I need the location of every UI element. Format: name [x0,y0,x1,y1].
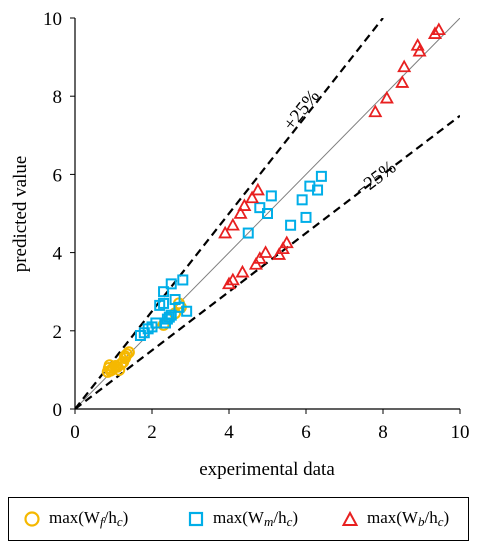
point-square-23 [300,211,312,223]
point-square-12 [158,286,170,298]
minus-25-percent-label: −25% [351,157,400,201]
x-tick-label-3: 6 [301,422,311,443]
x-tick-label-2: 4 [224,422,234,443]
point-triangle-1 [225,217,240,231]
point-triangle-20 [412,43,427,57]
x-tick-label-4: 8 [378,422,388,443]
point-triangle-3 [237,198,252,211]
legend-entry-wb: max(Wb/hc) [341,498,449,540]
point-triangle-11 [258,245,273,258]
point-triangle-16 [379,90,394,104]
reference-lines [75,18,460,409]
data-points [101,22,446,378]
point-square-9 [163,311,175,323]
tick-labels: 0 2 4 6 8 10 0 2 4 6 8 10 [43,9,470,443]
point-square-26 [315,170,327,182]
legend-label-wf: max(Wf/hc) [49,508,129,529]
legend-entry-wm: max(Wm/hc) [187,498,298,540]
point-square-22 [296,194,308,206]
point-square-18 [254,202,266,214]
point-square-17 [242,227,254,239]
reference-line-0 [75,18,460,409]
reference-line-1 [75,18,384,409]
point-triangle-14 [279,235,294,249]
point-triangle-5 [250,182,265,196]
point-triangle-22 [431,22,446,36]
point-triangle-9 [248,256,263,270]
y-tick-label-0: 0 [53,400,63,421]
point-square-19 [262,208,273,219]
plus-25-percent-label: +25% [279,86,324,135]
point-square-10 [165,309,177,321]
point-square-20 [265,190,277,202]
legend-label-wm: max(Wm/hc) [213,508,299,529]
point-triangle-8 [235,264,250,278]
point-triangle-18 [397,59,412,73]
point-triangle-2 [233,206,248,219]
legend-entry-wf: max(Wf/hc) [23,498,128,540]
square-marker-icon [188,511,204,527]
legend-label-wb: max(Wb/hc) [367,508,450,529]
point-triangle-15 [368,104,383,118]
y-axis-label: predicted value [10,156,31,273]
point-square-25 [312,184,324,196]
point-triangle-4 [245,190,260,204]
y-tick-label-5: 10 [43,9,62,30]
legend: max(Wf/hc) max(Wm/hc) max(Wb/hc) [8,497,469,541]
point-circle-12 [120,348,133,361]
point-circle-14 [119,350,132,363]
triangle-marker-icon [341,510,359,526]
point-triangle-17 [395,75,410,88]
point-triangle-6 [221,276,237,290]
point-square-6 [158,297,170,309]
point-triangle-0 [218,225,233,239]
point-triangle-7 [225,272,240,286]
y-tick-label-4: 8 [53,87,63,108]
point-triangle-12 [272,247,287,260]
y-tick-label-1: 2 [53,322,63,343]
point-triangle-13 [275,241,290,254]
x-tick-label-1: 2 [147,422,157,443]
point-triangle-21 [427,26,443,39]
x-tick-label-0: 0 [70,422,80,443]
axes [70,17,461,414]
circle-marker-icon [24,511,40,527]
x-tick-label-5: 10 [451,422,470,443]
reference-line-2 [75,114,460,409]
point-square-13 [165,278,177,290]
point-square-21 [285,219,297,231]
point-square-15 [177,274,189,286]
scatter-chart: 0 2 4 6 8 10 0 2 4 6 8 10 experimental data predict… [10,9,470,480]
y-tick-label-2: 4 [53,244,63,265]
x-axis-label: experimental data [199,459,335,480]
y-tick-label-3: 6 [53,165,63,186]
point-square-16 [181,305,193,317]
point-triangle-10 [252,251,267,264]
